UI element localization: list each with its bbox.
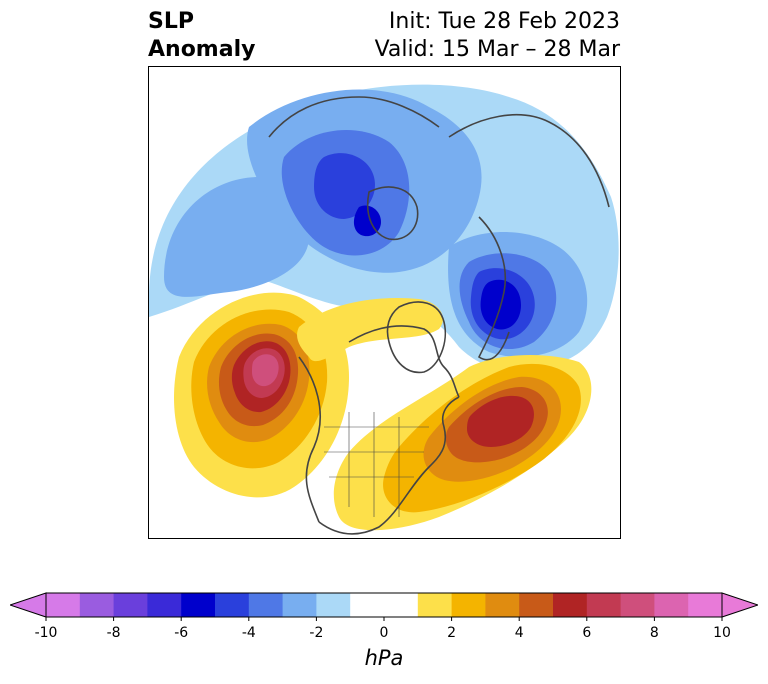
negative-anomalies: [149, 84, 619, 371]
anomaly-neg-5: [314, 153, 375, 219]
colorbar-bin: [485, 593, 520, 617]
coastline-arctic-islands: [367, 186, 419, 241]
colorbar-bin: [46, 593, 81, 617]
colorbar-bin: [620, 593, 655, 617]
coastline-greenland: [386, 301, 446, 374]
colorbar-arrow-max: [721, 592, 758, 618]
colorbar-bin: [79, 593, 115, 617]
coastlines: [268, 96, 610, 535]
colorbar-bin: [215, 593, 250, 617]
colorbar-tick-label: 0: [379, 625, 389, 641]
state-borders: [324, 412, 429, 517]
colorbar-bin: [316, 593, 351, 617]
colorbar-bin: [553, 593, 588, 617]
colorbar-bin: [181, 593, 216, 617]
valid-dates: Valid: 15 Mar – 28 Mar: [374, 37, 620, 62]
colorbar-tick-label: -10: [34, 625, 58, 641]
colorbar: [10, 592, 758, 621]
colorbar-arrow-min: [10, 592, 47, 618]
colorbar-bin: [282, 593, 317, 617]
chart-dates: Init: Tue 28 Feb 2023 Valid: 15 Mar – 28…: [375, 8, 620, 64]
colorbar-unit-label: hPa: [364, 646, 404, 670]
coastline-north-america: [298, 325, 460, 535]
anomaly-pos-atlantic-5: [467, 395, 534, 447]
colorbar-bin: [113, 593, 148, 617]
colorbar-tick-label: -2: [309, 625, 324, 641]
colorbar-tick-label: -4: [241, 625, 256, 641]
colorbar-bin: [688, 593, 723, 617]
colorbar-bin: [451, 593, 486, 617]
polar-map: [148, 66, 621, 539]
colorbar-tick-label: 4: [514, 625, 524, 641]
colorbar-bin: [417, 593, 453, 617]
colorbar-bin: [586, 593, 622, 617]
colorbar-bin: [519, 593, 554, 617]
colorbar-tick-label: -8: [106, 625, 121, 641]
colorbar-bin: [248, 593, 284, 617]
colorbar-tick-label: -6: [174, 625, 189, 641]
colorbar-tick-label: 2: [447, 625, 457, 641]
anomaly-pos-pacific-7: [252, 354, 279, 387]
state-borders-us: [324, 412, 429, 517]
colorbar-tick-label: 8: [649, 625, 659, 641]
map-svg: [149, 84, 619, 535]
colorbar-tick-label: 10: [713, 625, 731, 641]
positive-anomalies: [174, 292, 592, 531]
coastline-eurasia: [268, 96, 610, 361]
title-line1: SLP: [148, 9, 194, 34]
chart-title: SLP Anomaly: [148, 8, 255, 64]
colorbar-bin: [147, 593, 182, 617]
init-date: Init: Tue 28 Feb 2023: [388, 9, 620, 34]
colorbar-bin: [384, 593, 419, 617]
colorbar-bin: [654, 593, 689, 617]
title-line2: Anomaly: [148, 37, 256, 62]
colorbar-bin: [350, 593, 385, 617]
colorbar-tick-label: 6: [582, 625, 592, 641]
anomaly-neg-2: [164, 177, 309, 297]
anomaly-pos-canada-yellow: [297, 297, 443, 362]
